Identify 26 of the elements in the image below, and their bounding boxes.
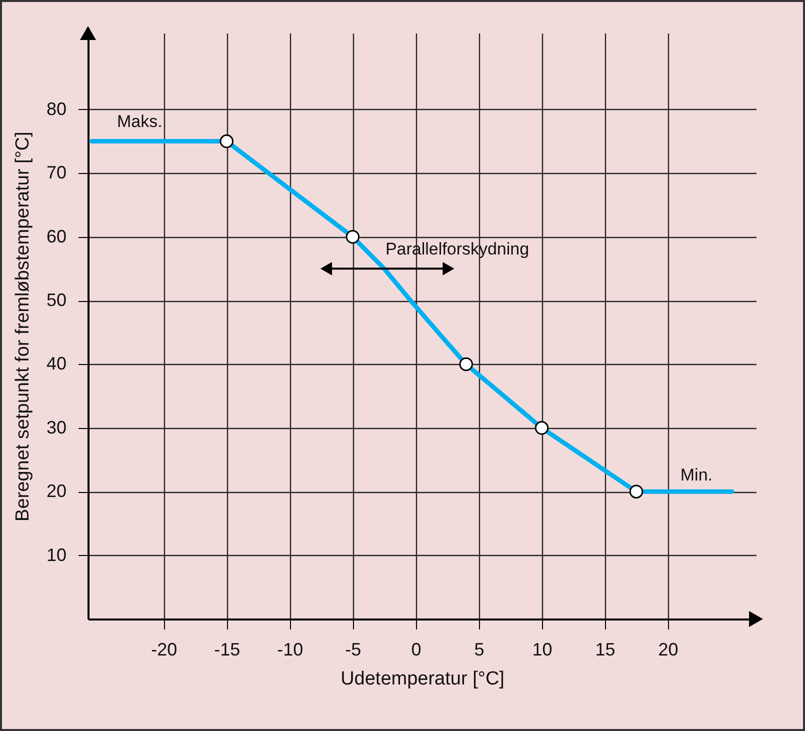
point (220, 134, 234, 148)
y-tick-label: 30 (46, 417, 66, 438)
x-axis-title: Udetemperatur [°C] (340, 668, 504, 690)
x-tick-label: 0 (411, 640, 422, 660)
y-tick-label: 50 (46, 290, 66, 310)
point (629, 484, 644, 498)
x-tick-label: 15 (595, 640, 616, 660)
point (459, 357, 473, 372)
x-tick-label: 5 (474, 640, 484, 660)
point (346, 230, 360, 244)
y-axis-title: Beregnet setpunkt for fremløbstemperatur [°C] (12, 132, 34, 522)
x-tick-label: -20 (151, 640, 178, 660)
y-tick-label: 40 (46, 354, 66, 374)
y-tick-label: 10 (46, 544, 66, 565)
x-tick-label: -15 (214, 640, 240, 660)
y-tick-label: 20 (46, 481, 66, 502)
x-tick-label: 10 (532, 640, 552, 660)
y-tick-label: 80 (46, 98, 66, 119)
y-tick-label: 70 (46, 162, 66, 183)
annotation: Maks. (116, 112, 162, 132)
annotation: Min. (680, 466, 712, 485)
point (534, 421, 549, 435)
x-tick-label: -5 (345, 640, 362, 660)
x-tick-label: 20 (658, 640, 678, 660)
y-tick-label: 60 (46, 226, 66, 246)
x-tick-label: -10 (277, 640, 304, 660)
